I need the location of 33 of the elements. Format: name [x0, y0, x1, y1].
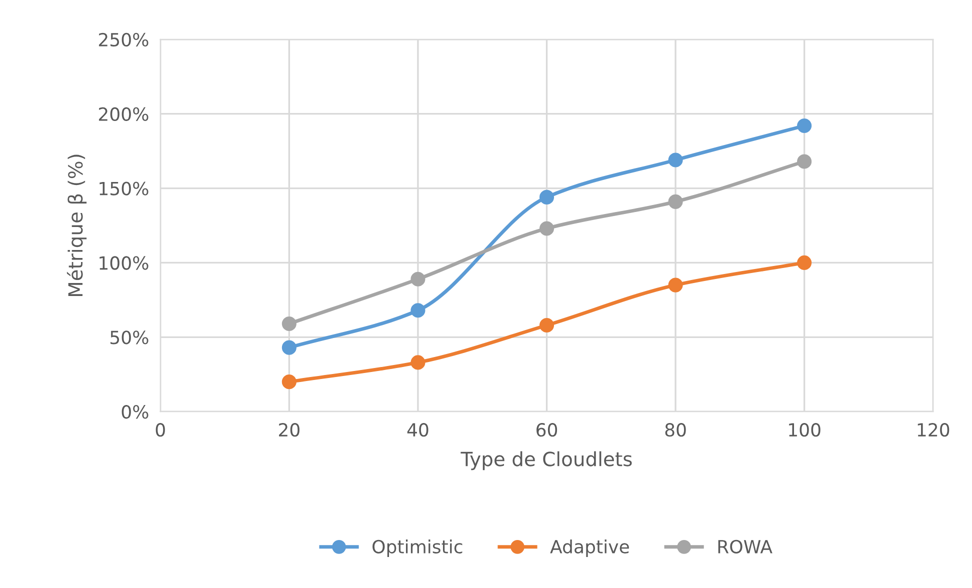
x-tick-label: 60	[536, 423, 558, 437]
y-tick-label: 0%	[122, 405, 148, 419]
x-tick-label: 100	[789, 423, 820, 437]
point	[797, 154, 812, 169]
x-tick-label: 20	[279, 423, 300, 437]
legend-label: Adaptive	[550, 540, 629, 557]
x-axis-title: Type de Cloudlets	[460, 451, 632, 470]
y-tick-label: 250%	[98, 32, 148, 47]
x-tick-label: 80	[665, 423, 686, 437]
y-tick-label: 200%	[98, 107, 148, 121]
x-tick-label: 0	[156, 423, 165, 437]
point	[282, 340, 296, 355]
point	[539, 190, 554, 204]
point	[797, 255, 812, 270]
point	[668, 194, 683, 209]
point	[668, 152, 683, 168]
point	[797, 118, 812, 134]
point	[410, 303, 426, 318]
legend-label: Optimistic	[372, 540, 462, 557]
point	[539, 318, 554, 333]
point	[282, 374, 296, 390]
x-tick-label: 40	[407, 423, 428, 437]
y-tick-label: 100%	[100, 256, 148, 270]
point	[668, 278, 683, 292]
y-tick-label: 150%	[100, 182, 148, 196]
y-tick-label: 50%	[110, 330, 148, 344]
y-axis-title: Métrique β (%)	[66, 154, 87, 296]
point	[410, 355, 426, 370]
x-tick-label: 120	[918, 423, 950, 437]
point	[539, 221, 554, 236]
point	[410, 272, 426, 286]
point	[282, 316, 296, 332]
legend-label: ROWA	[718, 540, 772, 554]
